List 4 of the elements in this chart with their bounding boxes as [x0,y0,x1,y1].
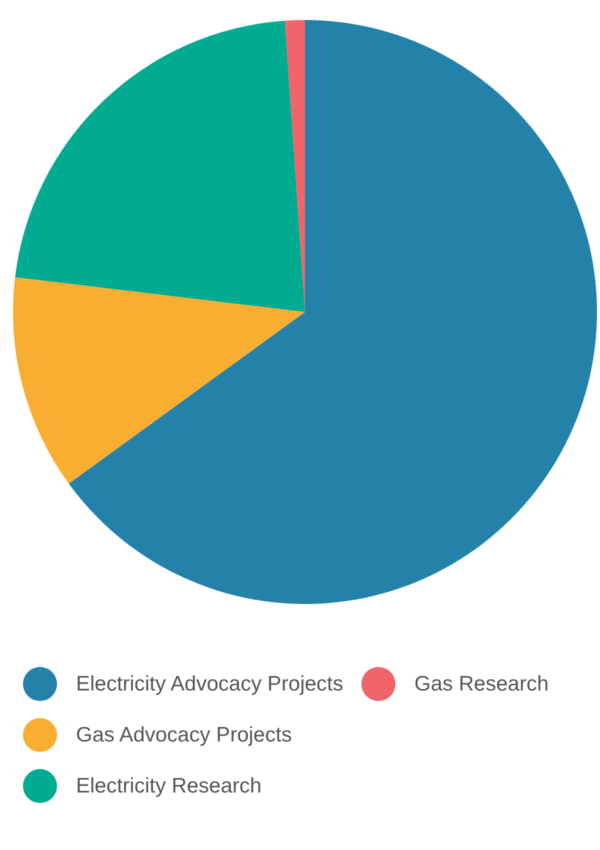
legend-label: Gas Advocacy Projects [76,724,292,746]
legend-label: Gas Research [414,672,549,696]
legend-label: Electricity Advocacy Projects [76,672,344,696]
legend-label: Electricity Research [76,774,262,798]
